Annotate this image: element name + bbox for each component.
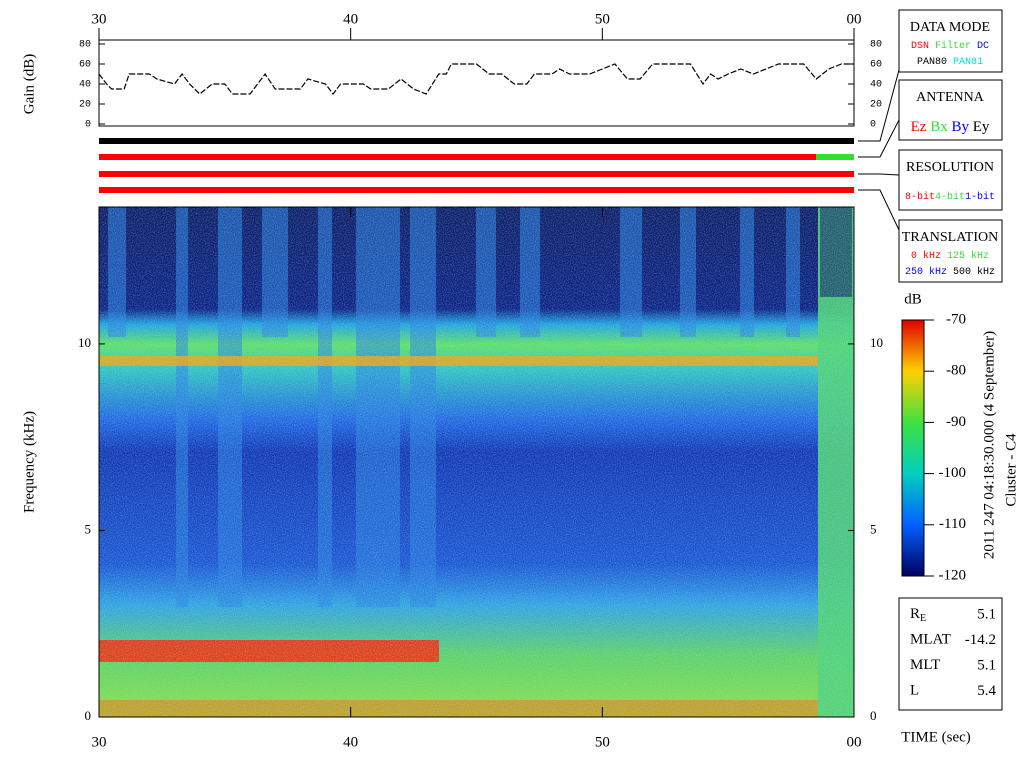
x-tick-label: 40 [343,734,358,750]
y-tick-label: 80 [79,40,91,51]
ephemeris-name-text: MLT [910,657,940,673]
colorbar-tick-label: -110 [939,516,966,532]
colorbar-tick-label: -100 [939,465,967,481]
legend-title: ANTENNA [916,90,985,105]
gain-line [98,63,854,95]
ephemeris-name: L [910,683,919,699]
ephemeris-value: 5.4 [977,683,996,699]
legend-item: Filter [935,40,971,52]
colorbar-label: dB [904,291,922,307]
spectrogram-frame [98,206,855,718]
legend-title: TRANSLATION [902,230,998,245]
y-tick-label-right: 60 [870,60,882,71]
legend-item: 500 kHz [953,266,995,278]
y-tick-label: 0 [85,708,92,723]
y-tick-label-right: 10 [870,335,883,350]
ephemeris-name: RE [910,606,926,624]
ephemeris-value: 5.1 [977,606,996,622]
colorbar-tick-label: -90 [946,414,966,430]
colorbar [901,319,925,577]
legend-title: RESOLUTION [906,160,994,175]
y-tick-label-right: 5 [870,521,877,536]
y-tick-label-right: 40 [870,80,882,91]
legend-row: Ez Bx By Ey [911,119,990,135]
x-tick-label-top: 30 [92,11,107,27]
y-tick-label: 0 [85,120,91,131]
legend-title: DATA MODE [910,20,990,35]
colorbar-tick-label: -120 [939,567,967,583]
legend-row: DSN Filter DC [911,40,989,52]
mode-bar [816,154,854,160]
ephemeris-name-text: MLAT [910,632,951,648]
ephemeris-value: 5.1 [977,657,996,673]
x-tick-label: 50 [595,734,610,750]
y-tick-label-right: 0 [870,120,876,131]
colorbar-tick-label: -80 [946,363,966,379]
ephemeris-name: MLT [910,657,940,673]
legend-item: PAN80 [917,57,947,68]
y-tick-label: 5 [85,521,92,536]
legend-item: 125 kHz [947,250,989,262]
y-tick-label: 60 [79,60,91,71]
ephemeris-value: -14.2 [965,632,996,648]
mode-bar [99,171,854,177]
mode-bar [99,187,854,193]
ephemeris-name: MLAT [910,632,951,648]
side-text: Cluster - C4 [1003,433,1019,507]
legend-row: 8-bit4-bit1-bit [905,191,995,203]
x-axis-label: TIME (sec) [901,729,971,745]
legend-item: By [951,119,969,135]
legend-row: PAN80 PAN81 [917,57,983,68]
mode-bar [99,154,817,160]
colorbar-tick-label: -70 [946,311,966,327]
legend-item: 250 kHz [905,266,947,278]
legend-item: 8-bit [905,191,935,203]
legend-item: 1-bit [965,191,995,203]
x-tick-label: 30 [92,734,107,750]
y-tick-label: 20 [79,100,91,111]
y-tick-label-right: 0 [870,708,877,723]
legend-row: 0 kHz 125 kHz [911,250,989,262]
mode-bar [99,138,854,144]
legend-boxes [858,9,1003,711]
legend-item: DSN [911,41,929,52]
ephemeris-name-text: R [910,606,920,622]
legend-row: 250 kHz 500 kHz [905,266,995,278]
legend-item: Ey [973,119,990,135]
legend-item: Bx [930,119,948,135]
legend-item: 4-bit [935,191,965,203]
side-text: 2011 247 04:18:30.000 (4 September) [981,331,997,559]
x-tick-label-top: 50 [595,11,610,27]
legend-item: PAN81 [953,57,983,68]
y-axis-label: Gain (dB) [21,54,37,114]
legend-item: DC [977,41,989,52]
legend-item: Ez [911,119,927,135]
spectrogram-noise [99,207,854,717]
ephemeris-sub: E [920,613,926,624]
spectrogram [99,207,854,717]
y-tick-label: 10 [78,335,91,350]
x-tick-label-top: 00 [847,11,862,27]
y-tick-label-right: 80 [870,40,882,51]
y-tick-label-right: 20 [870,100,882,111]
legend-item: 0 kHz [911,250,941,262]
y-tick-label: 40 [79,80,91,91]
y-axis-label: Frequency (kHz) [21,411,37,513]
ephemeris-name-text: L [910,683,919,699]
x-tick-label: 00 [847,734,862,750]
x-tick-label-top: 40 [343,11,358,27]
gain-frame [98,39,855,127]
